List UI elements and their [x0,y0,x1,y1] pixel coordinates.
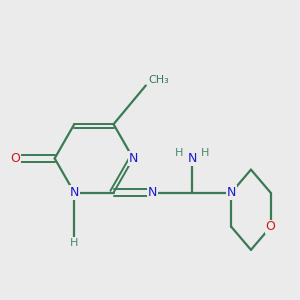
Text: N: N [188,152,197,165]
Text: N: N [128,152,138,165]
Text: H: H [175,148,184,158]
Text: N: N [148,186,158,199]
Text: CH₃: CH₃ [148,75,169,85]
Text: O: O [11,152,20,165]
Text: N: N [70,186,79,199]
Text: H: H [200,148,209,158]
Text: N: N [226,186,236,199]
Text: H: H [70,238,79,248]
Text: O: O [266,220,275,233]
